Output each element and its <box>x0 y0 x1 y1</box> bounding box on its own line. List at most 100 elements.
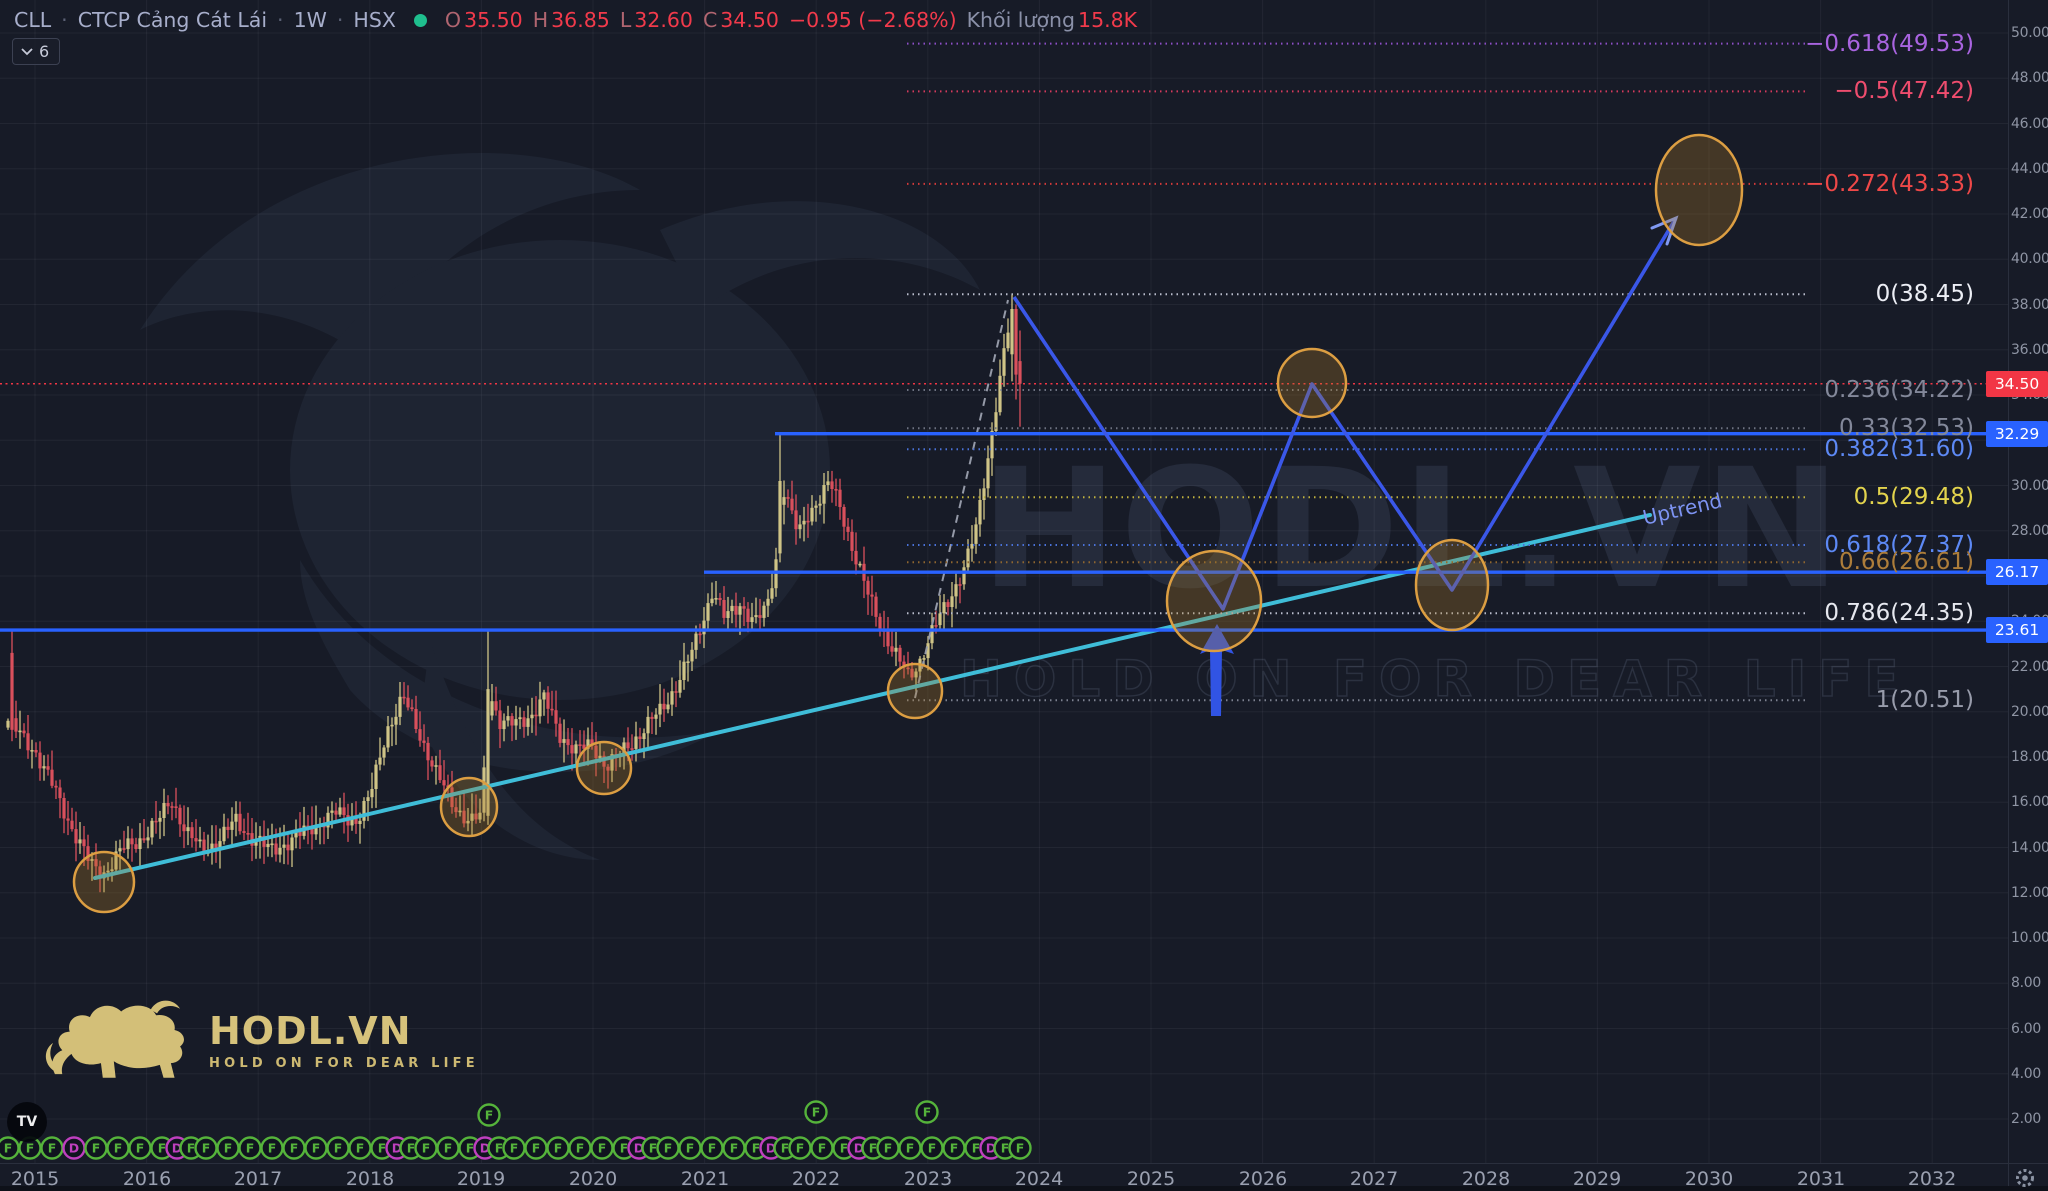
year-tick: 2020 <box>568 1168 618 1190</box>
projection-arrow-head <box>1650 215 1679 246</box>
candle-body <box>278 847 282 855</box>
candle-body <box>662 703 666 710</box>
highlight-circle[interactable] <box>72 850 136 914</box>
event-marker-F[interactable]: F <box>810 1136 834 1160</box>
svg-text:F: F <box>708 1140 717 1155</box>
candle-body <box>550 708 554 711</box>
svg-text:F: F <box>1016 1140 1025 1155</box>
high-label: H <box>532 8 549 32</box>
candle-body <box>430 760 434 767</box>
year-tick: 2016 <box>122 1168 172 1190</box>
symbol-name[interactable]: CLL <box>14 8 52 32</box>
candle-body <box>778 481 782 554</box>
candle-body <box>282 844 286 848</box>
candle-body <box>630 748 634 750</box>
fib-label: 0(38.45) <box>1875 281 1974 307</box>
svg-text:F: F <box>950 1140 959 1155</box>
tradingview-logo-icon[interactable]: TV <box>7 1102 47 1142</box>
candle-body <box>202 839 206 854</box>
highlight-circle[interactable] <box>1165 549 1263 653</box>
projection-zigzag[interactable] <box>1012 217 1678 611</box>
svg-text:F: F <box>334 1140 343 1155</box>
svg-text:F: F <box>407 1140 416 1155</box>
event-marker-F[interactable]: F <box>920 1136 944 1160</box>
event-marker-F[interactable]: F <box>477 1103 501 1127</box>
symbol-header[interactable]: CLL · CTCP Cảng Cát Lái · 1W · HSX O 35.5… <box>14 8 1137 32</box>
candle-body <box>974 524 978 544</box>
svg-text:F: F <box>884 1140 893 1155</box>
low-label: L <box>619 8 632 32</box>
highlight-circle[interactable] <box>1276 347 1348 419</box>
year-tick: 2017 <box>233 1168 283 1190</box>
candle-body <box>534 714 538 717</box>
candle-body <box>490 701 494 716</box>
candle-body <box>586 739 590 749</box>
candle-body <box>834 489 838 491</box>
candle-body <box>210 843 214 853</box>
candle-body <box>390 724 394 727</box>
event-marker-F[interactable]: F <box>788 1136 812 1160</box>
candle-body <box>822 485 826 504</box>
candle-body <box>238 813 242 832</box>
highlight-circle[interactable] <box>1414 538 1490 632</box>
candle-body <box>30 750 34 752</box>
highlight-circle[interactable] <box>886 662 944 720</box>
candle-body <box>314 824 318 835</box>
year-tick: 2026 <box>1238 1168 1288 1190</box>
interval-label[interactable]: 1W <box>293 8 327 32</box>
svg-text:F: F <box>752 1140 761 1155</box>
event-marker-F[interactable]: F <box>915 1100 939 1124</box>
highlight-circle[interactable] <box>575 740 633 796</box>
svg-text:D: D <box>392 1140 402 1155</box>
candle-body <box>990 430 994 459</box>
candle-body <box>114 851 118 870</box>
candle-body <box>690 649 694 662</box>
highlight-circle[interactable] <box>1654 133 1744 247</box>
fib-label: 0.33(32.53) <box>1838 415 1974 441</box>
gear-icon[interactable] <box>2012 1165 2038 1191</box>
exchange-label: HSX <box>353 8 396 32</box>
candle-body <box>646 716 650 734</box>
candle-body <box>526 718 530 727</box>
svg-text:F: F <box>422 1140 431 1155</box>
candle-body <box>642 733 646 739</box>
svg-text:F: F <box>4 1140 13 1155</box>
candle-body <box>802 520 806 525</box>
svg-text:F: F <box>840 1140 849 1155</box>
uptrend-line[interactable] <box>93 513 1652 880</box>
candle-body <box>514 719 518 726</box>
event-marker-F[interactable]: F <box>502 1136 526 1160</box>
svg-text:F: F <box>686 1140 695 1155</box>
candle-body <box>574 744 578 754</box>
candle-body <box>926 643 930 659</box>
candle-body <box>726 611 730 618</box>
event-marker-F[interactable]: F <box>898 1136 922 1160</box>
candle-body <box>106 870 110 873</box>
event-marker-F[interactable]: F <box>304 1136 328 1160</box>
candle-body <box>998 375 1002 413</box>
candle-body <box>554 710 558 724</box>
svg-text:D: D <box>172 1140 182 1155</box>
event-marker-F[interactable]: F <box>1008 1136 1032 1160</box>
event-marker-F[interactable]: F <box>700 1136 724 1160</box>
company-name: CTCP Cảng Cát Lái <box>77 8 268 32</box>
event-marker-F[interactable]: F <box>546 1136 570 1160</box>
candle-body <box>58 787 62 799</box>
event-marker-F[interactable]: F <box>804 1100 828 1124</box>
candle-body <box>746 608 750 622</box>
object-tree-chip[interactable]: 6 <box>12 38 61 65</box>
candle-body <box>66 818 70 821</box>
candle-body <box>710 598 714 604</box>
candle-body <box>426 742 430 761</box>
year-tick: 2027 <box>1349 1168 1399 1190</box>
candle-body <box>414 709 418 729</box>
candle-body <box>682 661 686 680</box>
fib-label: 0.618(27.37) <box>1824 532 1974 558</box>
candle-body <box>242 831 246 833</box>
highlight-circle[interactable] <box>439 776 499 838</box>
separator: · <box>61 8 68 32</box>
svg-text:F: F <box>158 1140 167 1155</box>
candle-body <box>358 820 362 824</box>
up-arrow[interactable] <box>1200 624 1234 716</box>
